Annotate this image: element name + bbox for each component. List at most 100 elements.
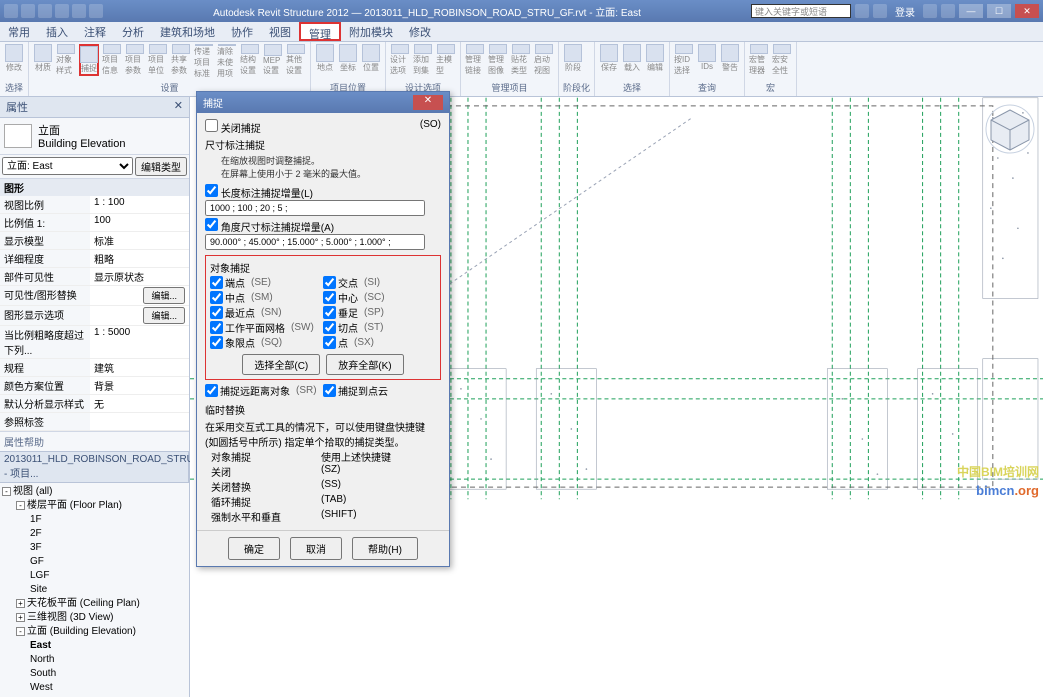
length-increment-check[interactable]: 长度标注捕捉增量(L): [205, 189, 313, 200]
cancel-button[interactable]: 取消: [290, 537, 342, 560]
prop-row[interactable]: 规程建筑: [0, 359, 189, 377]
ribbon-cmd-结构设置[interactable]: 结构设置: [240, 44, 260, 76]
tab-协作[interactable]: 协作: [223, 22, 261, 41]
ribbon-cmd-启动视图[interactable]: 启动视图: [534, 44, 554, 76]
prop-row[interactable]: 图形显示选项编辑...: [0, 306, 189, 326]
tree-node[interactable]: -楼层平面 (Floor Plan): [2, 499, 187, 513]
help-search[interactable]: 键入关键字或短语: [751, 4, 851, 18]
ribbon-cmd-地点[interactable]: 地点: [315, 44, 335, 76]
tab-管理[interactable]: 管理: [299, 22, 341, 41]
tree-node[interactable]: Site: [2, 583, 187, 597]
tab-附加模块[interactable]: 附加模块: [341, 22, 401, 41]
tree-node[interactable]: LGF: [2, 569, 187, 583]
ribbon-cmd-添加到集[interactable]: 添加到集: [413, 44, 433, 76]
type-selector[interactable]: 立面 Building Elevation: [0, 118, 189, 155]
tree-node[interactable]: North: [2, 653, 187, 667]
snap-pointcloud-check[interactable]: [323, 384, 336, 397]
tree-node[interactable]: -立面 (Building Elevation): [2, 625, 187, 639]
snap-check[interactable]: [323, 321, 336, 334]
close-snap-check[interactable]: 关闭捕捉: [205, 124, 261, 135]
properties-help[interactable]: 属性帮助: [0, 431, 189, 451]
login-label[interactable]: 登录: [895, 4, 915, 19]
ribbon-cmd-材质[interactable]: 材质: [33, 44, 53, 76]
ribbon-cmd-按ID选择[interactable]: 按ID选择: [674, 44, 694, 76]
prop-row[interactable]: 部件可见性显示原状态: [0, 268, 189, 286]
tree-node[interactable]: GF: [2, 555, 187, 569]
ribbon-cmd-贴花类型[interactable]: 贴花类型: [511, 44, 531, 76]
qat-undo-icon[interactable]: [55, 4, 69, 18]
snap-remote-check[interactable]: [205, 384, 218, 397]
length-increment-input[interactable]: [205, 200, 425, 216]
panel-close-icon[interactable]: ✕: [174, 99, 183, 115]
ribbon-cmd-共享参数[interactable]: 共享参数: [171, 44, 191, 76]
snap-check[interactable]: [323, 306, 336, 319]
ribbon-cmd-位置[interactable]: 位置: [361, 44, 381, 76]
tab-视图[interactable]: 视图: [261, 22, 299, 41]
dialog-close-button[interactable]: ✕: [413, 95, 443, 110]
ribbon-cmd-宏管理器[interactable]: 宏管理器: [749, 44, 769, 76]
ribbon-cmd-管理链接[interactable]: 管理链接: [465, 44, 485, 76]
prop-row[interactable]: 比例值 1:100: [0, 214, 189, 232]
app-menu-icon[interactable]: [4, 4, 18, 18]
tree-node[interactable]: East: [2, 639, 187, 653]
ribbon-cmd-宏安全性[interactable]: 宏安全性: [772, 44, 792, 76]
qat-print-icon[interactable]: [89, 4, 103, 18]
ribbon-cmd-项目参数[interactable]: 项目参数: [125, 44, 145, 76]
snap-check[interactable]: [210, 291, 223, 304]
ribbon-cmd-传递项目标准[interactable]: 传递项目标准: [194, 44, 214, 76]
ribbon-cmd-阶段[interactable]: 阶段: [563, 44, 583, 76]
select-all-button[interactable]: 选择全部(C): [242, 354, 320, 375]
ribbon-cmd-修改[interactable]: 修改: [4, 44, 24, 76]
prop-row[interactable]: 视图比例1 : 100: [0, 196, 189, 214]
ribbon-cmd-警告[interactable]: 警告: [720, 44, 740, 76]
tree-node[interactable]: 1F: [2, 513, 187, 527]
subs-icon[interactable]: [855, 4, 869, 18]
tree-node[interactable]: -视图 (all): [2, 485, 187, 499]
ribbon-cmd-坐标[interactable]: 坐标: [338, 44, 358, 76]
prop-row[interactable]: 可见性/图形替换编辑...: [0, 286, 189, 306]
tab-常用[interactable]: 常用: [0, 22, 38, 41]
ribbon-cmd-载入[interactable]: 载入: [622, 44, 642, 76]
ribbon-cmd-保存[interactable]: 保存: [599, 44, 619, 76]
prop-row[interactable]: 当比例粗略度超过下列...1 : 5000: [0, 326, 189, 359]
tab-建筑和场地[interactable]: 建筑和场地: [152, 22, 223, 41]
tree-node[interactable]: 2F: [2, 527, 187, 541]
ribbon-cmd-项目信息[interactable]: 项目信息: [102, 44, 122, 76]
help-icon[interactable]: [941, 4, 955, 18]
tree-node[interactable]: West: [2, 681, 187, 695]
ribbon-cmd-设计选项[interactable]: 设计选项: [390, 44, 410, 76]
prop-row[interactable]: 详细程度粗略: [0, 250, 189, 268]
tab-插入[interactable]: 插入: [38, 22, 76, 41]
ribbon-cmd-主模型[interactable]: 主模型: [436, 44, 456, 76]
edit-type-button[interactable]: 编辑类型: [135, 157, 187, 176]
tree-node[interactable]: South: [2, 667, 187, 681]
prop-edit-button[interactable]: 编辑...: [143, 307, 185, 324]
prop-row[interactable]: 显示模型标准: [0, 232, 189, 250]
view-cube[interactable]: [985, 104, 1035, 154]
deselect-all-button[interactable]: 放弃全部(K): [326, 354, 403, 375]
prop-edit-button[interactable]: 编辑...: [143, 287, 185, 304]
instance-selector[interactable]: 立面: East: [2, 157, 133, 175]
tab-修改[interactable]: 修改: [401, 22, 439, 41]
snap-check[interactable]: [210, 321, 223, 334]
ribbon-cmd-对象样式[interactable]: 对象样式: [56, 44, 76, 76]
snap-check[interactable]: [210, 336, 223, 349]
ok-button[interactable]: 确定: [228, 537, 280, 560]
ribbon-cmd-MEP设置[interactable]: MEP设置: [263, 44, 283, 76]
minimize-button[interactable]: —: [959, 4, 983, 18]
qat-save-icon[interactable]: [38, 4, 52, 18]
ribbon-cmd-其他设置[interactable]: 其他设置: [286, 44, 306, 76]
tab-注释[interactable]: 注释: [76, 22, 114, 41]
prop-row[interactable]: 参照标签: [0, 413, 189, 431]
ribbon-cmd-捕捉[interactable]: 捕捉: [79, 44, 99, 76]
tree-node[interactable]: 3F: [2, 541, 187, 555]
tree-node[interactable]: +三维视图 (3D View): [2, 611, 187, 625]
tab-分析[interactable]: 分析: [114, 22, 152, 41]
qat-open-icon[interactable]: [21, 4, 35, 18]
close-button[interactable]: ✕: [1015, 4, 1039, 18]
ribbon-cmd-编辑[interactable]: 编辑: [645, 44, 665, 76]
dialog-titlebar[interactable]: 捕捉 ✕: [197, 92, 449, 113]
ribbon-cmd-IDs[interactable]: IDs: [697, 44, 717, 76]
help-button[interactable]: 帮助(H): [352, 537, 418, 560]
tree-node[interactable]: +天花板平面 (Ceiling Plan): [2, 597, 187, 611]
